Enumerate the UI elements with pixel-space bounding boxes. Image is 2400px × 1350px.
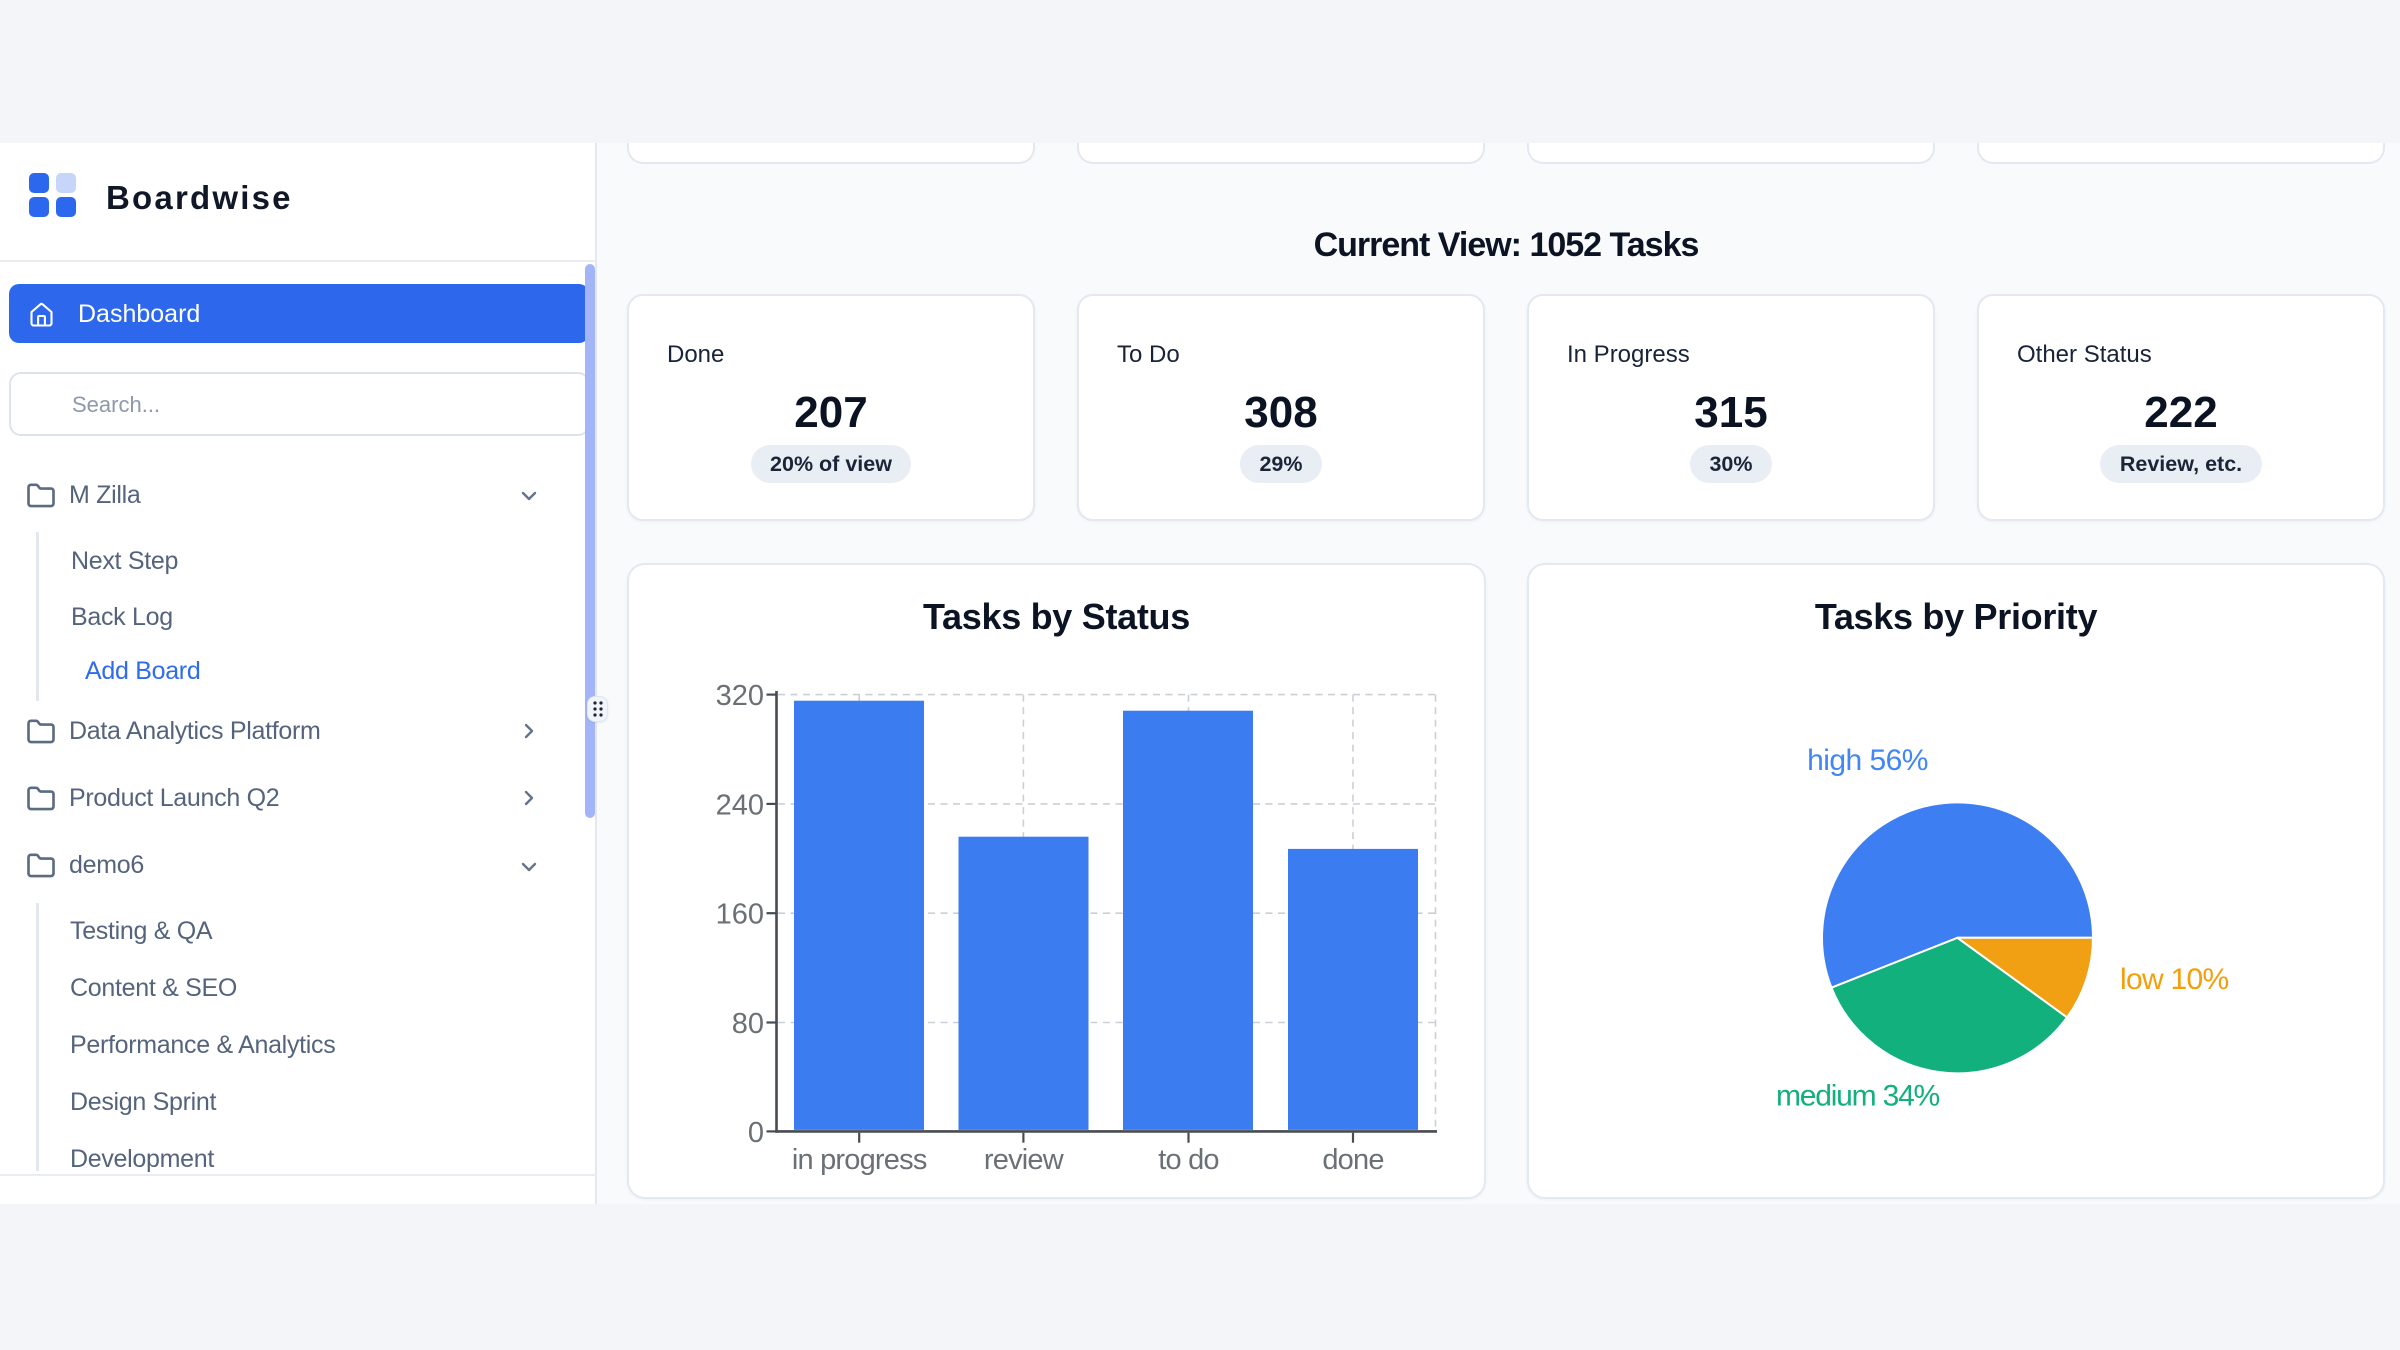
svg-text:to do: to do bbox=[1158, 1144, 1219, 1176]
svg-text:240: 240 bbox=[716, 789, 764, 821]
svg-text:review: review bbox=[984, 1144, 1065, 1176]
svg-text:in progress: in progress bbox=[792, 1144, 927, 1176]
svg-text:320: 320 bbox=[716, 680, 764, 712]
svg-text:160: 160 bbox=[716, 899, 764, 931]
svg-text:low 10%: low 10% bbox=[2120, 963, 2229, 996]
svg-text:0: 0 bbox=[748, 1117, 764, 1149]
svg-text:80: 80 bbox=[732, 1008, 764, 1040]
svg-text:medium 34%: medium 34% bbox=[1776, 1080, 1940, 1113]
svg-text:done: done bbox=[1322, 1144, 1383, 1176]
svg-text:high 56%: high 56% bbox=[1807, 744, 1928, 777]
